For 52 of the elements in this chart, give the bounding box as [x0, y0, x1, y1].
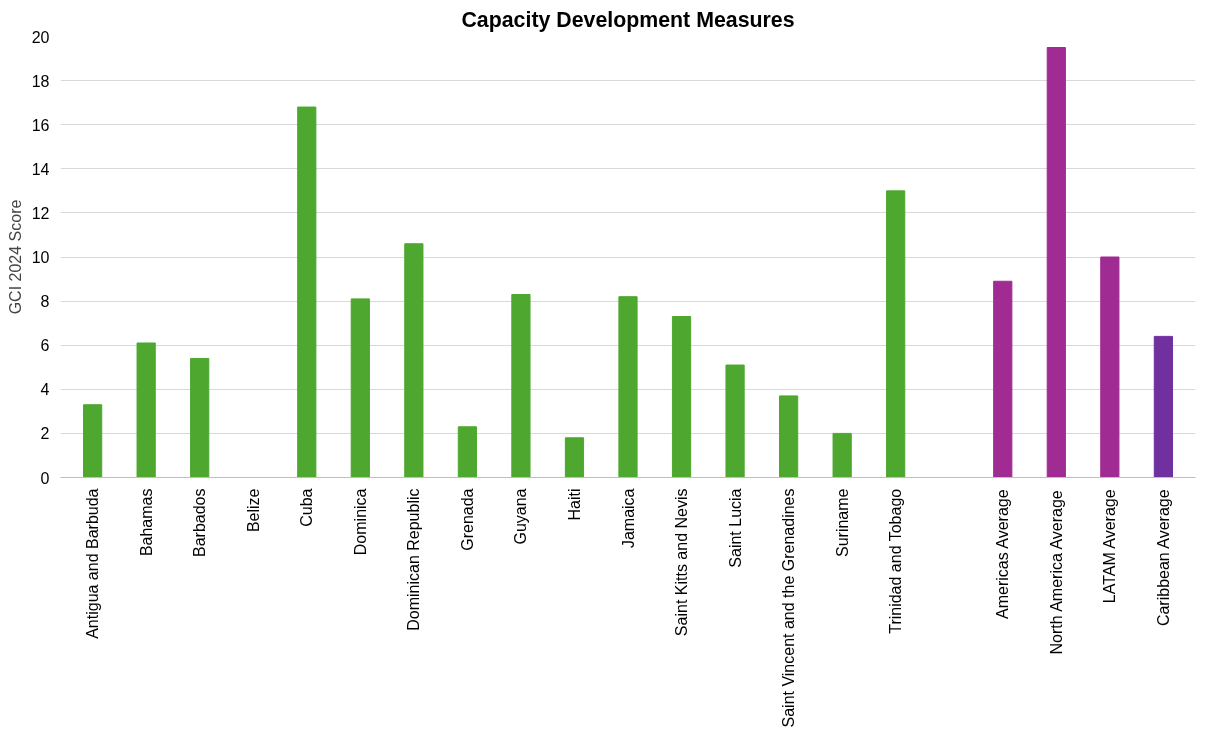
chart-title: Capacity Development Measures: [461, 7, 795, 32]
bar: [297, 106, 317, 478]
x-tick-label: Caribbean Average: [1154, 489, 1172, 627]
x-tick-label: Cuba: [298, 488, 316, 527]
bar: [1153, 335, 1173, 478]
bar: [779, 395, 799, 478]
y-tick-label: 14: [31, 160, 50, 178]
y-tick-label: 6: [40, 337, 50, 355]
x-tick-label: LATAM Average: [1101, 489, 1119, 604]
bar: [457, 426, 477, 478]
x-tick-label: Guyana: [512, 488, 530, 545]
x-tick-label: Dominica: [351, 488, 369, 556]
bar: [886, 190, 906, 478]
x-tick-label: Bahamas: [137, 488, 155, 557]
bar: [190, 357, 210, 478]
bar: [671, 316, 692, 478]
y-tick-label: 12: [31, 204, 50, 222]
x-tick-label: Barbados: [191, 488, 209, 557]
x-tick-label: Grenada: [458, 488, 476, 551]
x-tick-label: Suriname: [833, 488, 851, 557]
bar: [511, 293, 531, 478]
y-tick-label: 10: [31, 249, 50, 266]
bar: [725, 364, 745, 478]
y-tick-label: 0: [40, 469, 50, 487]
y-tick-label: 8: [40, 293, 50, 311]
x-tick-label: Saint Lucia: [726, 488, 744, 568]
y-tick-label: 2: [40, 425, 50, 443]
x-tick-label: Haiti: [565, 488, 583, 521]
y-axis-title: GCI 2024 Score: [6, 199, 24, 315]
bar: [618, 296, 638, 478]
bar: [832, 432, 852, 478]
y-tick-label: 16: [31, 116, 50, 134]
x-tick-label: Dominican Republic: [405, 488, 423, 631]
bar: [350, 298, 370, 478]
bar: [1046, 47, 1066, 478]
x-tick-label: Belize: [244, 488, 262, 533]
y-tick-label: 18: [31, 72, 50, 90]
bar: [993, 280, 1013, 478]
x-tick-label: Jamaica: [619, 488, 637, 549]
bar: [1100, 256, 1120, 478]
x-tick-label: Americas Average: [994, 489, 1012, 619]
x-tick-label: North America Average: [1047, 490, 1065, 655]
bar: [83, 404, 103, 478]
x-tick-label: Trinidad and Tobago: [887, 488, 905, 634]
x-tick-label: Saint Kitts and Nevis: [673, 488, 691, 637]
y-tick-label: 4: [40, 381, 50, 399]
bar: [564, 437, 585, 478]
x-tick-label: Antigua and Barbuda: [84, 488, 102, 639]
bar: [404, 243, 424, 478]
y-tick-label: 20: [31, 28, 50, 46]
bar: [136, 342, 156, 478]
x-tick-label: Saint Vincent and the Grenadines: [780, 488, 798, 728]
